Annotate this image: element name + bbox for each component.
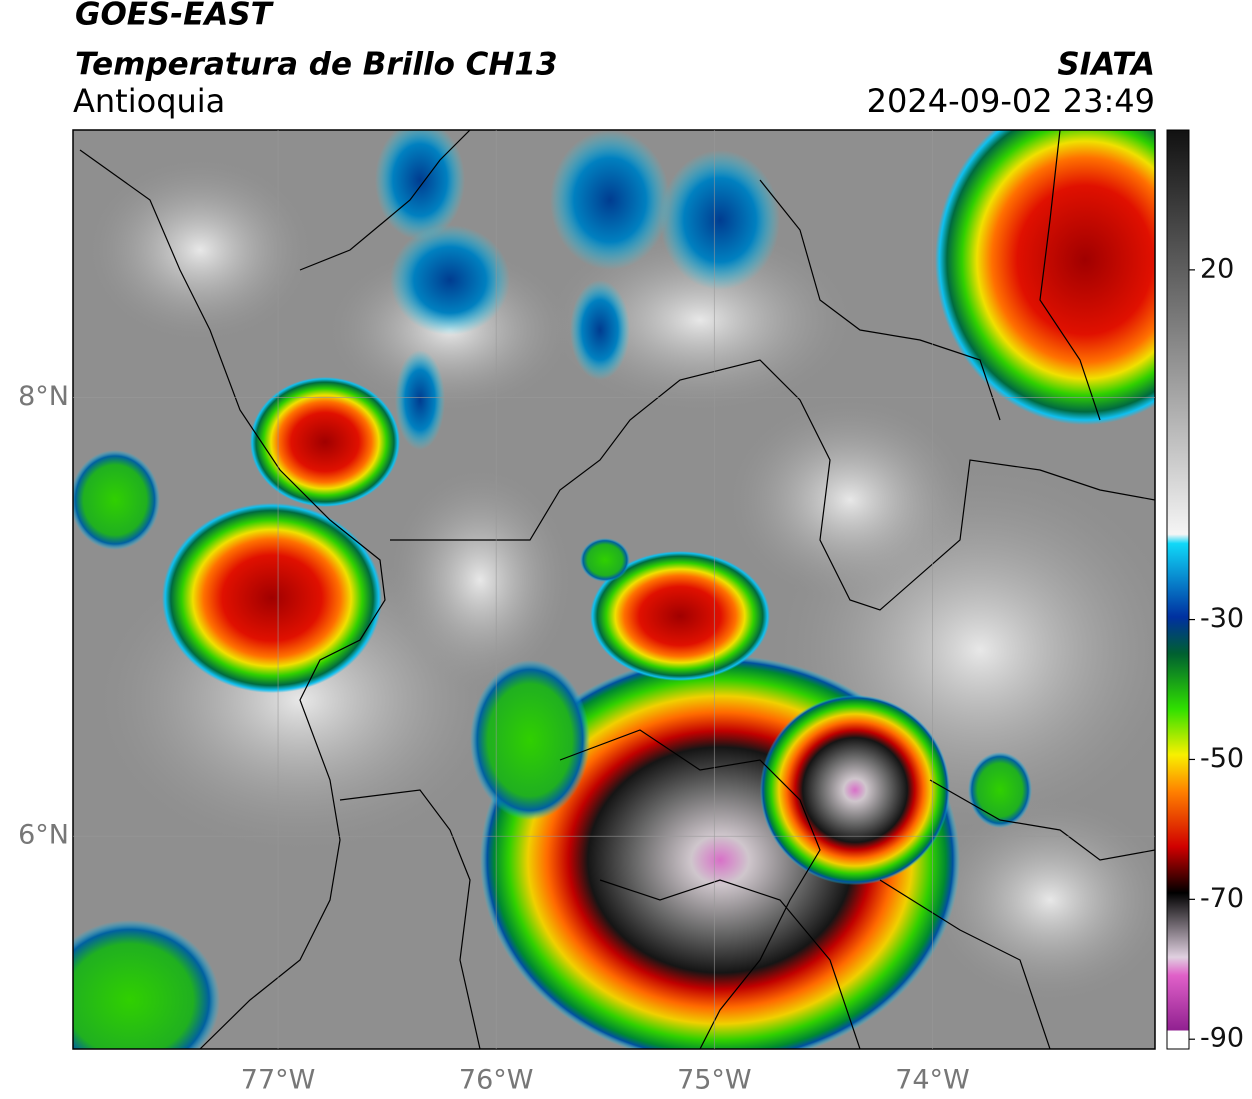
colorbar-tick-label: -70 [1200,883,1244,914]
colorbar [1166,129,1190,1050]
colorbar-tick-label: 20 [1200,253,1234,284]
storms [73,130,1155,1049]
map-image [73,130,1155,1049]
borders [79,130,1155,1049]
product: Temperatura de Brillo CH13 [75,47,558,83]
region: Antioquia [73,82,225,120]
agency: SIATA [1057,47,1155,83]
datetime: 2024-09-02 23:49 [867,82,1155,120]
colorbar-tick-label: -30 [1200,603,1244,634]
x-tick-label: 76°W [459,1065,534,1096]
x-tick-label: 75°W [677,1065,752,1096]
x-tick-label: 77°W [241,1065,316,1096]
y-tick-label: 8°N [18,381,69,412]
y-tick-label: 6°N [18,820,69,851]
x-tick-label: 74°W [895,1065,970,1096]
satellite: GOES-EAST [75,0,275,33]
clouds [90,160,1155,1000]
colorbar-tick-label: -50 [1200,743,1244,774]
map-frame [72,129,1156,1050]
colorbar-tick-label: -90 [1200,1023,1244,1054]
